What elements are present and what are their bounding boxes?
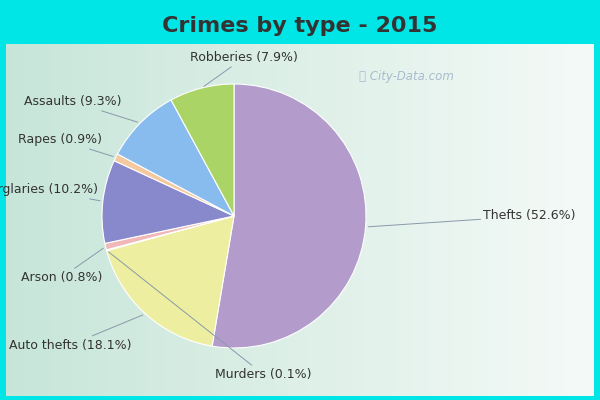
- Text: Burglaries (10.2%): Burglaries (10.2%): [0, 183, 100, 201]
- Text: Assaults (9.3%): Assaults (9.3%): [23, 95, 137, 122]
- Text: Rapes (0.9%): Rapes (0.9%): [18, 133, 113, 156]
- Wedge shape: [171, 84, 234, 216]
- Text: Thefts (52.6%): Thefts (52.6%): [368, 210, 576, 227]
- Text: Robberies (7.9%): Robberies (7.9%): [190, 51, 298, 86]
- Text: Crimes by type - 2015: Crimes by type - 2015: [163, 16, 437, 36]
- Wedge shape: [118, 100, 234, 216]
- Wedge shape: [114, 154, 234, 216]
- Wedge shape: [107, 216, 234, 346]
- Text: Murders (0.1%): Murders (0.1%): [109, 252, 311, 381]
- Wedge shape: [105, 216, 234, 250]
- Wedge shape: [106, 216, 234, 251]
- Text: Auto thefts (18.1%): Auto thefts (18.1%): [9, 315, 143, 352]
- Text: ⓘ City-Data.com: ⓘ City-Data.com: [359, 70, 454, 83]
- Wedge shape: [102, 161, 234, 244]
- Wedge shape: [212, 84, 366, 348]
- Text: Arson (0.8%): Arson (0.8%): [20, 248, 103, 284]
